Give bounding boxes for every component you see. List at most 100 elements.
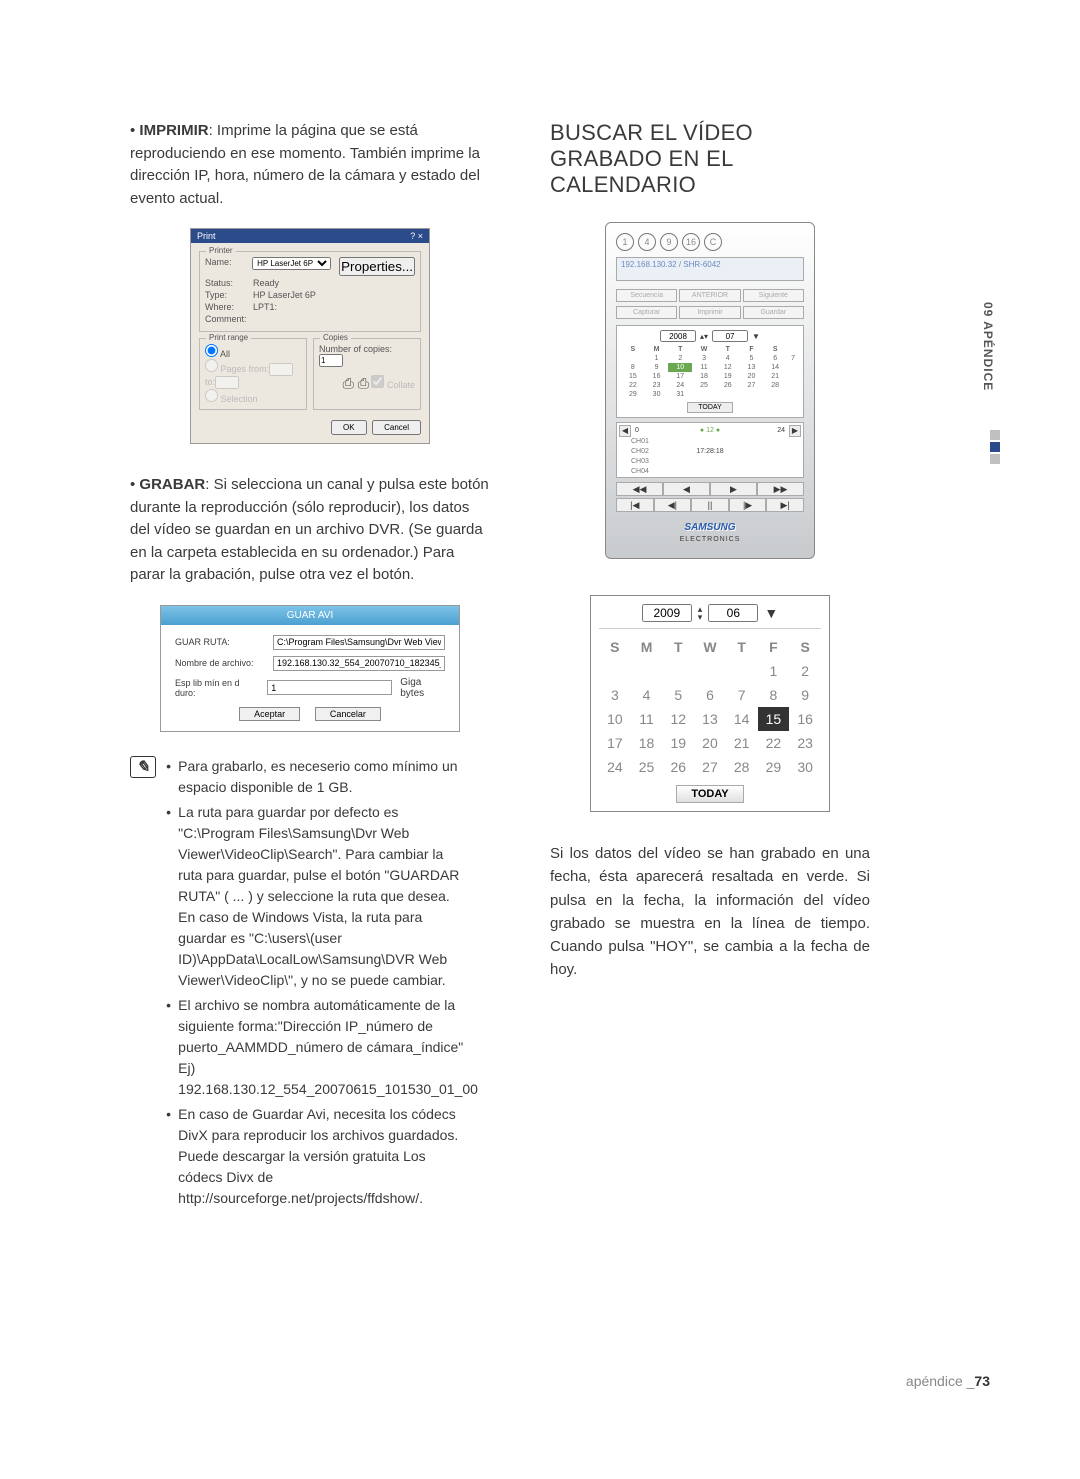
collate-label: Collate xyxy=(387,380,415,390)
range-legend: Print range xyxy=(206,333,251,342)
step-bar: |◀ ◀| || |▶ ▶| xyxy=(616,498,804,512)
year-input[interactable] xyxy=(642,604,692,622)
right-column: BUSCAR EL VÍDEO GRABADO EN EL CALENDARIO… xyxy=(550,120,870,1213)
save-title: GUAR AVI xyxy=(161,606,459,625)
grabar-label: GRABAR xyxy=(139,476,205,493)
print-dialog: Print ? × Printer Name: HP LaserJet 6P P… xyxy=(190,228,430,444)
print-button[interactable]: Imprimir xyxy=(679,306,740,319)
note-item: Para grabarlo, es neceserio como mínimo … xyxy=(166,756,464,798)
ok-button[interactable]: OK xyxy=(331,420,367,435)
properties-button[interactable]: Properties... xyxy=(339,257,415,276)
imprimir-para: • IMPRIMIR: Imprime la página que se est… xyxy=(130,120,490,210)
cal-day-highlighted[interactable]: 10 xyxy=(668,363,692,372)
pause-button[interactable]: || xyxy=(691,498,729,512)
save-avi-dialog: GUAR AVI GUAR RUTA: Nombre de archivo: E… xyxy=(160,605,460,732)
play-button[interactable]: ▶ xyxy=(710,482,757,496)
all-radio[interactable] xyxy=(205,344,218,357)
channel-label: CH03 xyxy=(631,457,789,467)
page-footer: apéndice _73 xyxy=(906,1373,990,1389)
today-button[interactable]: TODAY xyxy=(676,785,743,803)
type-value: HP LaserJet 6P xyxy=(253,290,316,300)
channel-label: CH04 xyxy=(631,467,789,477)
scroll-left-icon[interactable]: ◀ xyxy=(619,425,631,437)
print-title: Print xyxy=(197,231,216,241)
cancel-button[interactable]: Cancel xyxy=(372,420,421,435)
year-input[interactable] xyxy=(660,330,696,342)
cam-button[interactable]: 1 xyxy=(616,233,634,251)
accept-button[interactable]: Aceptar xyxy=(239,707,300,721)
back-button[interactable]: ◀ xyxy=(663,482,710,496)
capture-button[interactable]: Capturar xyxy=(616,306,677,319)
ip-bar: 192.168.130.32 / SHR-6042 xyxy=(616,257,804,281)
copies-legend: Copies xyxy=(320,333,351,342)
file-input[interactable] xyxy=(273,656,445,671)
imprimir-label: IMPRIMIR xyxy=(139,122,208,139)
path-input[interactable] xyxy=(273,635,445,650)
left-column: • IMPRIMIR: Imprime la página que se est… xyxy=(130,120,490,1213)
page-number: 73 xyxy=(974,1373,990,1389)
scroll-right-icon[interactable]: ▶ xyxy=(789,425,801,437)
first-button[interactable]: |◀ xyxy=(616,498,654,512)
printer-legend: Printer xyxy=(206,246,236,255)
note-item: En caso de Guardar Avi, necesita los cód… xyxy=(166,1104,464,1209)
camera-selector: 1 4 9 16 C xyxy=(616,233,804,251)
month-input[interactable] xyxy=(708,604,758,622)
all-label: All xyxy=(220,349,230,359)
comment-label: Comment: xyxy=(205,314,245,324)
grabar-para: • GRABAR: Si selecciona un canal y pulsa… xyxy=(130,474,490,587)
section-title: BUSCAR EL VÍDEO GRABADO EN EL CALENDARIO xyxy=(550,120,870,198)
selection-radio[interactable] xyxy=(205,389,218,402)
collate-check[interactable] xyxy=(371,375,384,388)
cam-button[interactable]: 4 xyxy=(638,233,656,251)
section-marker xyxy=(990,430,1000,490)
dropdown-icon[interactable]: ▼ xyxy=(764,605,778,621)
section-tab: 09 APÉNDICE xyxy=(981,302,995,391)
page-content: • IMPRIMIR: Imprime la página que se est… xyxy=(0,0,1080,1253)
cam-button[interactable]: 9 xyxy=(660,233,678,251)
print-titlebar: Print ? × xyxy=(191,229,429,243)
channel-label: CH01 xyxy=(631,437,789,447)
note-item: El archivo se nombra automáticamente de … xyxy=(166,995,464,1100)
prev-button[interactable]: ANTERIOR xyxy=(679,289,740,302)
playback-bar: ◀◀ ◀ ▶ ▶▶ xyxy=(616,482,804,496)
mini-calendar: ▴▾ ▼ SMTWTFS 1234567 891011121314 151617… xyxy=(616,325,804,418)
space-unit: Giga bytes xyxy=(400,677,445,699)
pages-label: Pages xyxy=(221,364,247,374)
samsung-logo: SAMSUNG ELECTRONICS xyxy=(616,522,804,544)
month-input[interactable] xyxy=(712,330,748,342)
status-value: Ready xyxy=(253,278,279,288)
cancel-button[interactable]: Cancelar xyxy=(315,707,381,721)
cal-day-highlighted[interactable]: 15 xyxy=(758,707,790,731)
where-value: LPT1: xyxy=(253,302,277,312)
range-group: Print range All Pages from: to: Selectio… xyxy=(199,338,307,410)
spinner-icon[interactable]: ▴▾ xyxy=(698,605,703,621)
cam-button[interactable]: 16 xyxy=(682,233,700,251)
type-label: Type: xyxy=(205,290,245,300)
rewind-button[interactable]: ◀◀ xyxy=(616,482,663,496)
space-input[interactable] xyxy=(267,680,392,695)
last-button[interactable]: ▶| xyxy=(766,498,804,512)
close-icon[interactable]: ? × xyxy=(410,231,423,241)
seq-button[interactable]: Secuencia xyxy=(616,289,677,302)
mini-cal-table: SMTWTFS 1234567 891011121314 15161718192… xyxy=(621,345,799,399)
where-label: Where: xyxy=(205,302,245,312)
footer-label: apéndice _ xyxy=(906,1373,975,1389)
stepback-button[interactable]: ◀| xyxy=(654,498,692,512)
big-cal-table: SMTWTFS 12 3456789 10111213141516 171819… xyxy=(599,635,821,779)
printer-group: Printer Name: HP LaserJet 6P Properties.… xyxy=(199,251,421,332)
note-block: ✎ Para grabarlo, es neceserio como mínim… xyxy=(130,756,490,1213)
name-label: Name: xyxy=(205,257,244,276)
pages-radio[interactable] xyxy=(205,359,218,372)
dropdown-icon[interactable]: ▼ xyxy=(752,332,760,341)
numcopies-input[interactable] xyxy=(319,354,343,367)
fastfwd-button[interactable]: ▶▶ xyxy=(757,482,804,496)
next-button[interactable]: Siguiente xyxy=(743,289,804,302)
printer-select[interactable]: HP LaserJet 6P xyxy=(252,257,331,270)
save-button[interactable]: Guardar xyxy=(743,306,804,319)
spinner-icon[interactable]: ▴▾ xyxy=(700,332,708,341)
file-label: Nombre de archivo: xyxy=(175,658,265,668)
time-end: 24 xyxy=(777,427,785,434)
today-button[interactable]: TODAY xyxy=(687,402,732,413)
cam-button[interactable]: C xyxy=(704,233,722,251)
stepfwd-button[interactable]: |▶ xyxy=(729,498,767,512)
